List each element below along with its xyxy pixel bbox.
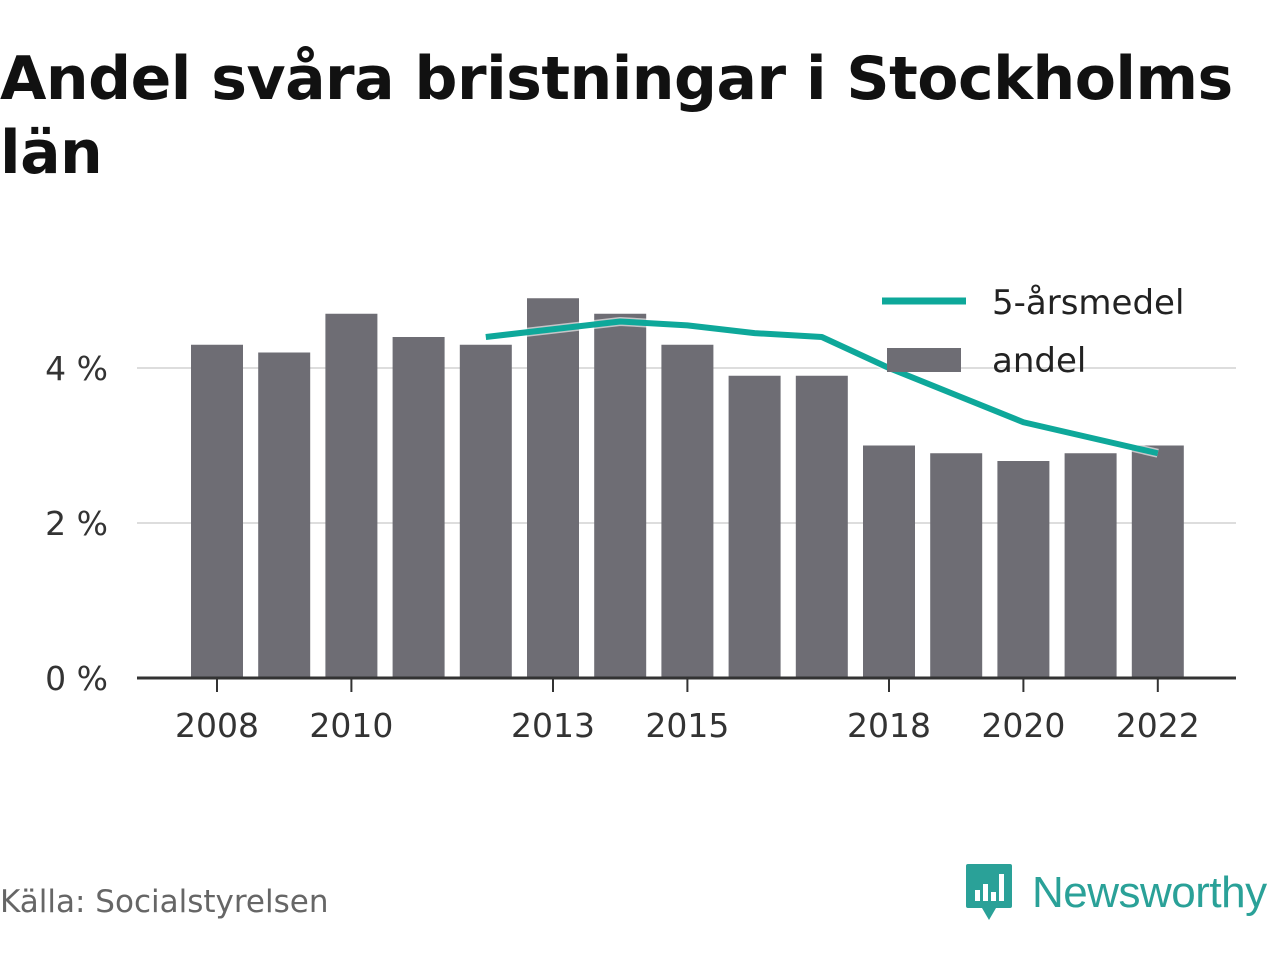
x-tick-label: 2008	[175, 706, 259, 745]
legend-label: 5-årsmedel	[992, 283, 1184, 323]
bar	[997, 461, 1050, 678]
bar	[728, 375, 781, 678]
bar	[527, 298, 579, 678]
brand-name: Newsworthy	[1032, 868, 1267, 917]
legend: 5-årsmedel andel	[882, 283, 1184, 381]
x-tick-label: 2015	[645, 706, 729, 745]
bar	[191, 344, 243, 678]
y-axis-labels: 0 % 2 % 4 %	[45, 349, 108, 698]
x-axis: 2008 2010 2013 2015 2018 2020 2022	[137, 676, 1236, 745]
bar	[594, 313, 647, 678]
bar	[392, 337, 445, 678]
bar	[661, 344, 714, 678]
bar	[930, 453, 983, 678]
bar	[459, 344, 512, 678]
line-path	[485, 318, 1159, 457]
bar	[1131, 445, 1184, 678]
x-tick-label: 2018	[847, 706, 931, 745]
x-tick-label: 2022	[1116, 706, 1200, 745]
newsworthy-logo-icon	[966, 864, 1012, 920]
brand-logo[interactable]: Newsworthy	[964, 862, 1267, 924]
x-tick-label: 2010	[309, 706, 393, 745]
y-tick-label: 4 %	[45, 349, 108, 388]
legend-swatch-bar	[887, 348, 961, 372]
bar-series	[191, 298, 1184, 678]
y-tick-label: 0 %	[45, 659, 108, 698]
bar	[258, 352, 311, 678]
y-tick-label: 2 %	[45, 504, 108, 543]
bar	[1064, 453, 1117, 678]
bar	[325, 313, 378, 678]
legend-label: andel	[992, 341, 1086, 381]
source-note: Källa: Socialstyrelsen	[0, 884, 329, 920]
bar	[795, 375, 848, 678]
x-tick-label: 2013	[511, 706, 595, 745]
x-tick-label: 2020	[981, 706, 1065, 745]
chart-title: Andel svåra bristningar i Stockholms län	[0, 44, 1233, 188]
bar	[863, 445, 915, 678]
line-series	[485, 317, 1159, 458]
